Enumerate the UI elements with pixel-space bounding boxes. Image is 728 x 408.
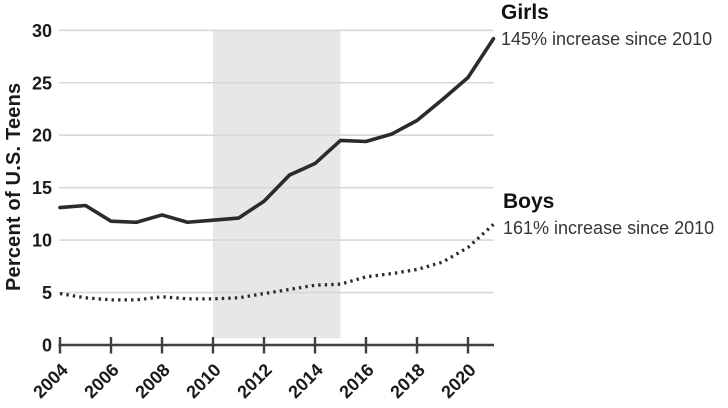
y-tick-label-20: 20 — [32, 126, 52, 146]
shaded-period-band — [213, 30, 341, 339]
x-tick-label-2008: 2008 — [131, 360, 173, 402]
x-tick-label-2012: 2012 — [233, 360, 275, 402]
x-tick-label-2006: 2006 — [80, 360, 122, 402]
girls-line — [58, 36, 496, 225]
x-tick-label-2020: 2020 — [437, 360, 479, 402]
boys-increase-note: 161% increase since 2010 — [503, 218, 715, 238]
x-tick-label-2004: 2004 — [29, 360, 71, 402]
boys-line — [59, 223, 495, 302]
y-tick-label-0: 0 — [42, 336, 52, 356]
x-tick-label-2018: 2018 — [386, 360, 428, 402]
y-tick-label-25: 25 — [32, 73, 52, 93]
x-tick-label-2010: 2010 — [182, 360, 224, 402]
y-tick-label-15: 15 — [32, 178, 52, 198]
x-tick-label-2014: 2014 — [284, 360, 326, 402]
boys-series-label: Boys — [503, 190, 555, 213]
y-tick-label-5: 5 — [42, 283, 52, 303]
y-tick-label-30: 30 — [32, 21, 52, 41]
girls-series-label: Girls — [501, 1, 549, 24]
y-tick-label-10: 10 — [32, 231, 52, 251]
x-tick-label-2016: 2016 — [335, 360, 377, 402]
y-axis-title: Percent of U.S. Teens — [3, 82, 25, 291]
girls-increase-note: 145% increase since 2010 — [501, 29, 713, 49]
